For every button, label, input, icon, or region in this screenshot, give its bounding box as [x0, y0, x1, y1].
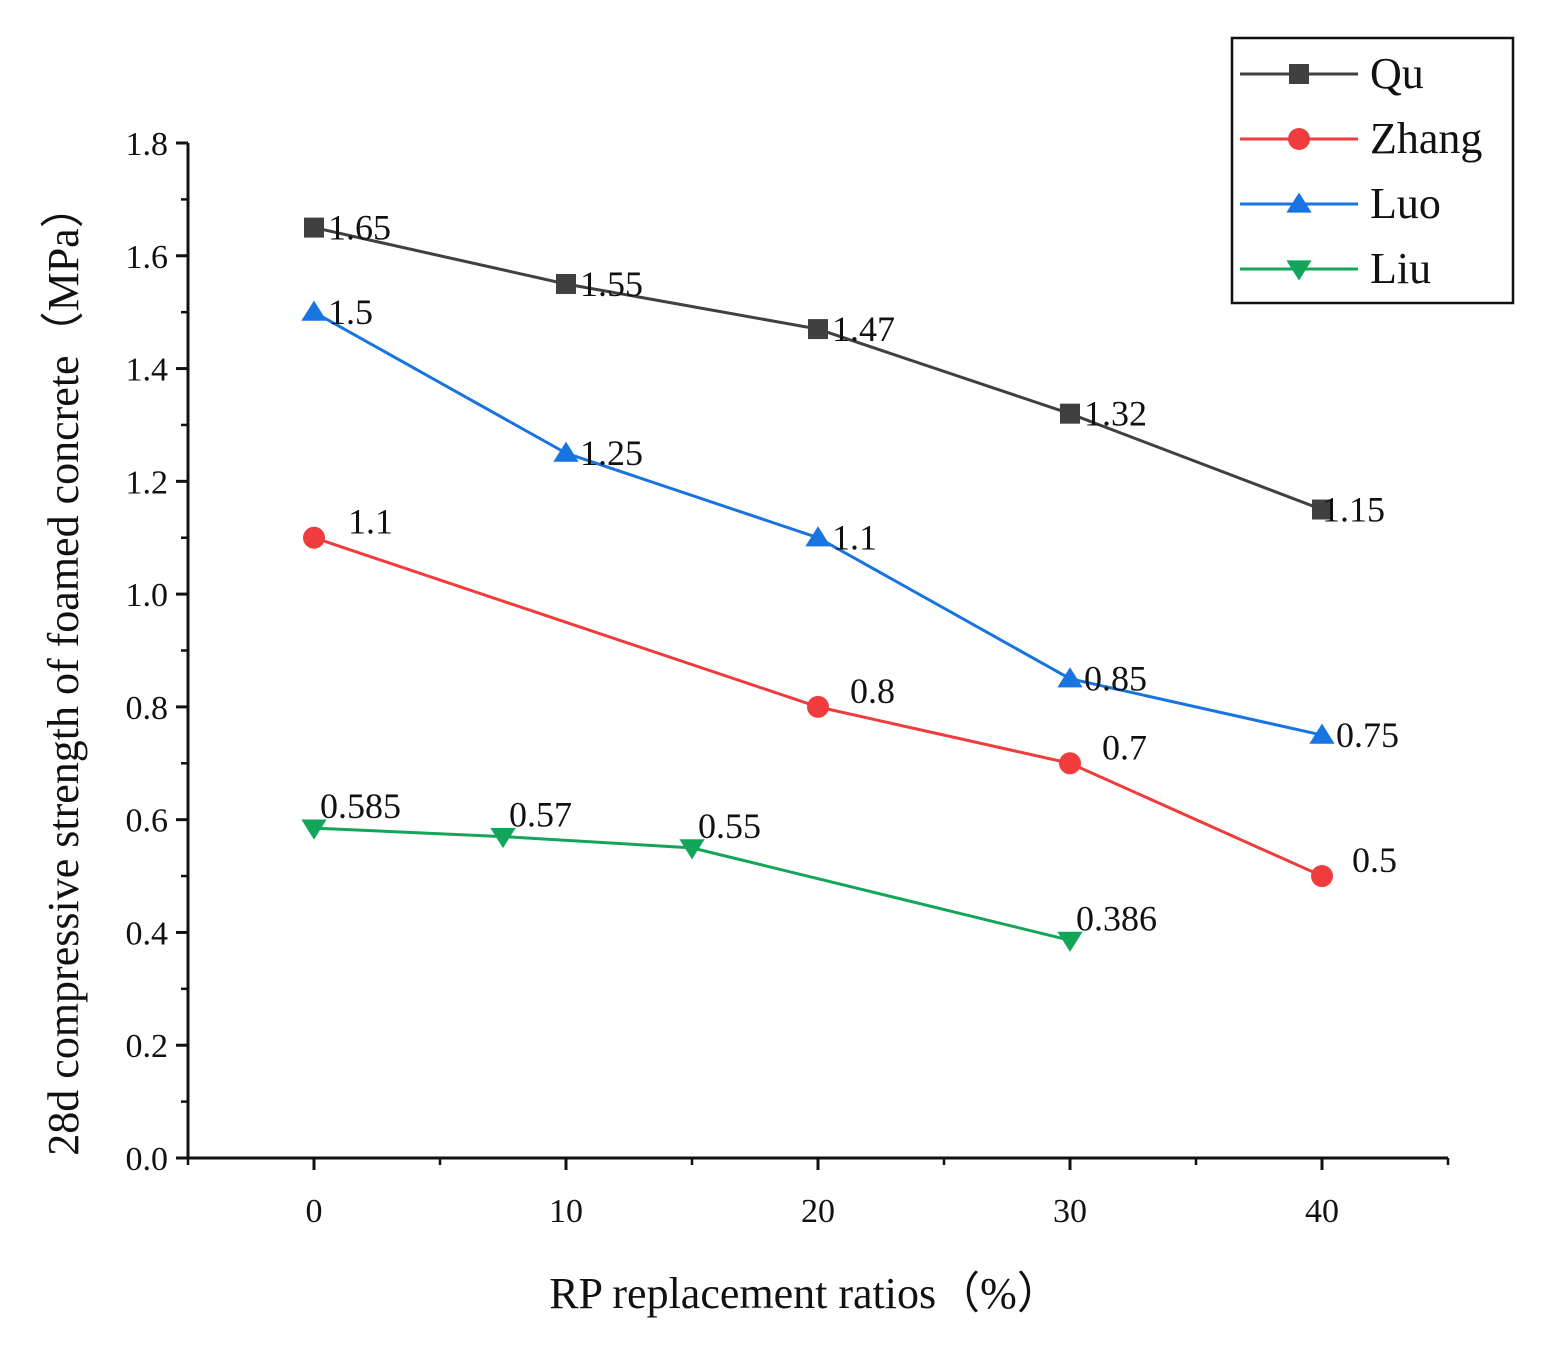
y-tick-label: 1.0	[126, 577, 169, 614]
data-label-liu: 0.386	[1076, 898, 1157, 938]
data-point-liu	[1057, 931, 1083, 952]
data-point-luo	[553, 441, 579, 462]
x-tick-label: 10	[549, 1193, 583, 1230]
data-label-liu: 0.585	[320, 786, 401, 826]
data-point-qu	[808, 319, 828, 340]
data-label-luo: 0.85	[1084, 659, 1147, 699]
legend-label-zhang: Zhang	[1370, 114, 1482, 163]
x-tick-label: 20	[801, 1193, 835, 1230]
data-label-luo: 1.25	[580, 433, 643, 473]
series-liu: 0.585 0.57 0.55 0.386	[301, 786, 1157, 952]
series-line-luo	[313, 310, 1323, 737]
y-tick-label: 1.4	[126, 352, 169, 389]
data-point-liu	[490, 827, 516, 849]
data-label-luo: 1.5	[328, 292, 373, 332]
data-point-zhang	[807, 695, 829, 718]
series-qu: 1.65 1.55 1.47 1.32 1.15	[304, 208, 1385, 530]
legend-marker-liu	[1286, 260, 1312, 281]
x-tick-label: 0	[306, 1193, 323, 1230]
x-tick-label: 40	[1305, 1193, 1339, 1230]
y-tick-label: 0.2	[126, 1028, 169, 1065]
data-label-liu: 0.55	[698, 806, 761, 846]
legend-marker-luo	[1286, 192, 1312, 213]
legend-box	[1230, 36, 1515, 305]
data-label-qu: 1.15	[1322, 490, 1385, 530]
data-label-qu: 1.32	[1084, 394, 1147, 434]
data-label-qu: 1.65	[328, 208, 391, 248]
x-tick-label: 30	[1053, 1193, 1087, 1230]
data-point-luo	[805, 526, 831, 547]
legend-label-liu: Liu	[1370, 244, 1431, 293]
data-point-zhang	[303, 526, 325, 549]
y-tick-label: 0.6	[126, 803, 169, 840]
data-label-luo: 0.75	[1336, 715, 1399, 755]
data-point-zhang	[1059, 752, 1081, 775]
data-label-qu: 1.55	[580, 264, 643, 304]
series-luo: 1.5 1.25 1.1 0.85 0.75	[301, 292, 1399, 755]
series-zhang: 1.1 0.8 0.7 0.5	[303, 502, 1397, 888]
series-line-qu	[313, 226, 1323, 511]
data-label-zhang: 0.5	[1352, 840, 1397, 880]
y-tick-label: 0.8	[126, 690, 169, 727]
data-label-qu: 1.47	[832, 309, 895, 349]
data-label-zhang: 0.8	[850, 671, 895, 711]
data-point-qu	[556, 273, 576, 294]
data-point-luo	[1309, 723, 1335, 744]
legend-label-luo: Luo	[1370, 179, 1441, 228]
legend-label-qu: Qu	[1370, 49, 1424, 98]
data-point-luo	[301, 300, 327, 321]
y-tick-label: 1.2	[126, 464, 169, 501]
series-layer: 1.651.551.471.321.151.10.80.70.51.51.251…	[301, 208, 1399, 952]
axes: 0.0 0.2 0.4 0.6 0.8 1.0 1.2 1.4 1.6 1.8 0 10 20 30 40	[126, 126, 1450, 1230]
data-label-zhang: 1.1	[348, 502, 393, 542]
series-line-zhang	[313, 536, 1323, 878]
x-axis-title: RP replacement ratios（%）	[549, 1269, 1061, 1318]
y-tick-label: 0.4	[126, 915, 169, 952]
legend: Qu Zhang Luo Liu	[1230, 36, 1515, 305]
data-point-qu	[304, 217, 324, 238]
data-label-zhang: 0.7	[1102, 727, 1147, 767]
data-label-luo: 1.1	[832, 518, 877, 558]
data-point-liu	[301, 819, 327, 840]
legend-marker-zhang	[1288, 128, 1310, 150]
series-line-liu	[313, 826, 1071, 942]
y-tick-label: 1.6	[126, 239, 169, 276]
data-point-zhang	[1311, 865, 1333, 888]
data-point-qu	[1312, 499, 1332, 520]
y-axis-title: 28d compressive strength of foamed concr…	[39, 184, 88, 1155]
y-tick-label: 1.8	[126, 126, 169, 163]
legend-marker-qu	[1289, 64, 1309, 84]
y-tick-label: 0.0	[126, 1141, 169, 1178]
data-point-luo	[1057, 667, 1083, 688]
data-point-liu	[679, 839, 705, 860]
data-point-qu	[1060, 403, 1080, 424]
data-label-liu: 0.57	[509, 795, 572, 835]
